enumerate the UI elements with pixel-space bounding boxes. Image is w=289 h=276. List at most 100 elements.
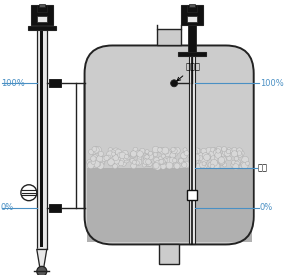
Circle shape (152, 163, 159, 169)
Circle shape (160, 159, 165, 164)
Circle shape (102, 156, 107, 162)
Circle shape (216, 146, 222, 152)
Circle shape (97, 162, 104, 169)
Circle shape (159, 159, 164, 164)
Circle shape (98, 158, 104, 165)
Circle shape (118, 152, 123, 158)
Circle shape (153, 152, 158, 157)
Circle shape (165, 150, 169, 154)
Circle shape (162, 158, 167, 163)
Circle shape (161, 154, 165, 158)
Circle shape (201, 148, 206, 154)
Circle shape (218, 157, 225, 163)
Bar (38, 25, 46, 26)
Bar (37, 5, 47, 12)
Circle shape (209, 151, 215, 157)
Circle shape (215, 152, 221, 158)
Circle shape (171, 147, 175, 152)
Circle shape (155, 148, 160, 152)
Circle shape (246, 161, 249, 165)
Circle shape (133, 147, 138, 152)
Circle shape (192, 163, 197, 167)
Circle shape (222, 147, 227, 152)
Circle shape (193, 150, 198, 154)
Bar (87, 148, 252, 168)
Circle shape (214, 163, 221, 169)
Circle shape (194, 148, 200, 154)
Bar (188, 25, 196, 52)
Circle shape (173, 152, 177, 156)
Circle shape (171, 148, 177, 154)
Circle shape (125, 153, 129, 158)
Bar (178, 52, 206, 56)
Circle shape (182, 152, 188, 157)
Circle shape (130, 158, 135, 163)
Circle shape (154, 162, 159, 168)
Circle shape (136, 159, 142, 165)
Circle shape (181, 152, 187, 159)
Text: 液面: 液面 (258, 163, 268, 172)
Circle shape (91, 156, 96, 161)
Bar (189, 55, 195, 245)
Circle shape (144, 155, 149, 160)
Bar (187, 16, 197, 22)
Circle shape (237, 148, 242, 153)
Text: 100%: 100% (260, 79, 284, 88)
Circle shape (198, 156, 203, 161)
Circle shape (114, 162, 119, 168)
Circle shape (91, 160, 95, 164)
Circle shape (124, 154, 129, 159)
Circle shape (231, 160, 236, 165)
Circle shape (111, 152, 115, 156)
Circle shape (174, 163, 180, 169)
Text: 100%: 100% (1, 79, 25, 88)
Circle shape (154, 157, 159, 163)
Circle shape (225, 151, 230, 156)
Circle shape (137, 156, 142, 160)
Circle shape (235, 160, 241, 166)
Circle shape (223, 163, 227, 167)
Circle shape (112, 148, 119, 155)
Circle shape (202, 162, 206, 166)
Circle shape (152, 146, 159, 153)
Circle shape (227, 156, 231, 161)
Circle shape (173, 158, 177, 163)
Circle shape (170, 153, 175, 158)
Circle shape (242, 156, 249, 163)
Circle shape (119, 152, 126, 159)
Circle shape (218, 156, 223, 161)
Circle shape (108, 162, 113, 166)
Circle shape (157, 160, 162, 165)
Circle shape (213, 162, 220, 169)
Circle shape (92, 155, 98, 160)
Circle shape (110, 150, 116, 156)
Circle shape (166, 149, 172, 154)
Circle shape (160, 160, 165, 164)
Bar (181, 5, 203, 25)
Circle shape (195, 164, 201, 169)
Text: 0%: 0% (1, 203, 14, 212)
Circle shape (241, 162, 248, 169)
Circle shape (155, 161, 160, 166)
Text: 調压孔: 調压孔 (177, 62, 201, 81)
Circle shape (88, 162, 94, 169)
Circle shape (173, 162, 178, 167)
Circle shape (159, 156, 163, 161)
Circle shape (131, 153, 136, 158)
Circle shape (232, 147, 237, 152)
Circle shape (131, 151, 136, 156)
Circle shape (159, 162, 164, 166)
Circle shape (216, 149, 221, 153)
Circle shape (114, 154, 118, 158)
Circle shape (219, 159, 225, 165)
Circle shape (238, 150, 244, 157)
Circle shape (108, 159, 114, 165)
Circle shape (234, 156, 239, 161)
Circle shape (171, 153, 175, 157)
Circle shape (104, 155, 109, 161)
Circle shape (171, 155, 175, 159)
Circle shape (233, 164, 239, 170)
Circle shape (163, 149, 168, 154)
Circle shape (147, 153, 153, 160)
Circle shape (121, 161, 126, 166)
